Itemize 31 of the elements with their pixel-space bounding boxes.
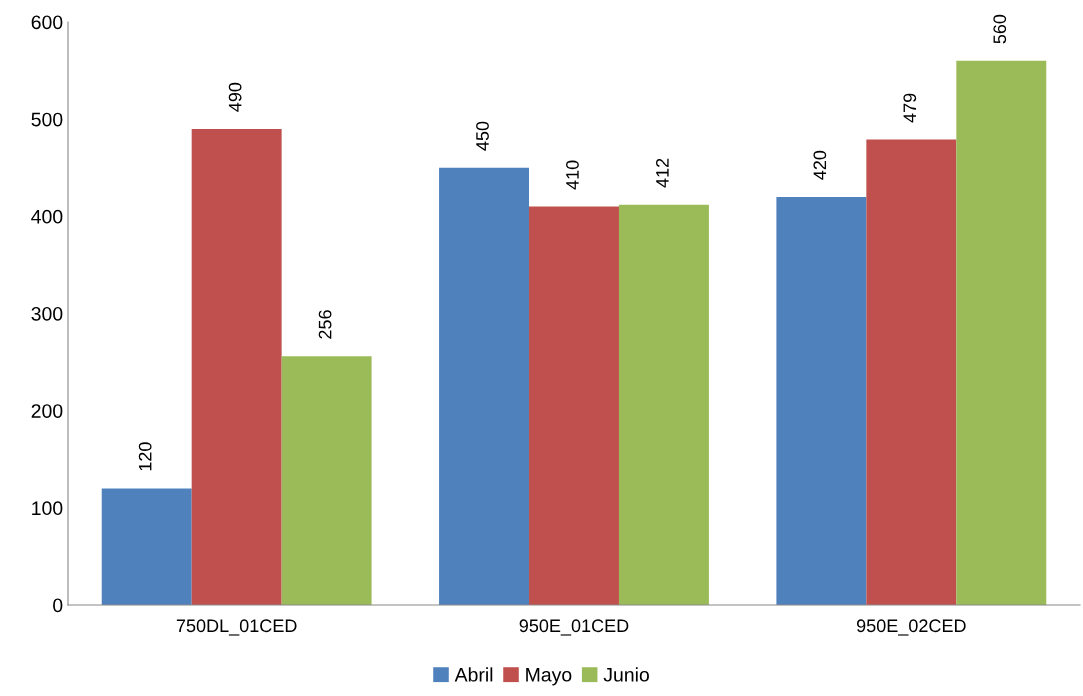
y-tick-label: 0 <box>53 598 63 613</box>
bar <box>101 488 192 605</box>
data-label: 410 <box>566 160 579 190</box>
x-tick-label: 750DL_01CED <box>176 619 297 636</box>
data-label: 256 <box>318 310 332 339</box>
bar <box>439 167 530 605</box>
data-label: 420 <box>813 150 827 180</box>
data-label: 479 <box>903 93 917 123</box>
x-tick-label: 950E_01CED <box>519 619 629 636</box>
data-label: 450 <box>476 121 489 151</box>
bar <box>529 206 619 605</box>
y-tick-label: 500 <box>31 112 63 127</box>
bar <box>191 128 282 605</box>
bar <box>866 139 957 605</box>
bar <box>776 196 867 605</box>
bar <box>618 204 709 605</box>
y-tick-label: 300 <box>31 306 63 321</box>
legend-label: Mayo <box>526 668 572 686</box>
y-tick-label: 100 <box>32 501 63 516</box>
legend-label: Abril <box>454 667 493 682</box>
data-label: 120 <box>138 442 152 471</box>
bar <box>281 356 372 605</box>
data-label: 560 <box>993 14 1007 44</box>
y-tick-label: 600 <box>31 15 63 30</box>
data-label: 490 <box>228 82 242 112</box>
legend-label: Junio <box>603 667 649 682</box>
x-tick-label: 950E_02CED <box>856 619 966 636</box>
bar <box>956 60 1047 605</box>
y-tick-label: 200 <box>31 404 63 418</box>
y-tick-label: 400 <box>31 209 63 224</box>
data-label: 412 <box>656 158 669 188</box>
